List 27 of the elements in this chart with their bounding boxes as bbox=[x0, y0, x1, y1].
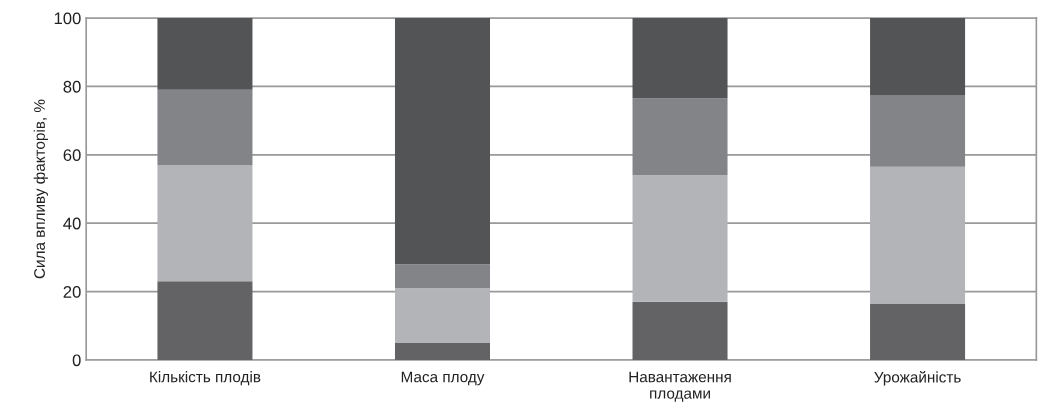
y-tick-label: 20 bbox=[63, 285, 81, 298]
bar bbox=[870, 18, 966, 95]
x-tick-label: Урожайність bbox=[874, 371, 961, 386]
bar bbox=[870, 303, 966, 360]
bar bbox=[632, 98, 728, 176]
bar bbox=[632, 18, 728, 99]
bar bbox=[394, 18, 490, 265]
bar bbox=[394, 342, 490, 360]
y-axis-title: Сила впливу факторів, % bbox=[33, 99, 48, 279]
bar bbox=[157, 165, 253, 282]
bar bbox=[632, 301, 728, 360]
y-tick-label: 60 bbox=[63, 149, 81, 162]
bar bbox=[157, 89, 253, 166]
x-tick-label: Кількість плодів bbox=[150, 371, 261, 386]
bar bbox=[870, 94, 966, 167]
y-tick-label: 40 bbox=[63, 217, 81, 230]
y-tick-label: 0 bbox=[72, 354, 81, 367]
bar bbox=[632, 175, 728, 302]
bar bbox=[394, 264, 490, 289]
bar bbox=[870, 166, 966, 304]
x-tick-label: Навантаження плодами bbox=[629, 371, 731, 402]
x-tick-label: Маса плоду bbox=[401, 371, 485, 386]
bar bbox=[157, 281, 253, 360]
y-tick-label: 100 bbox=[54, 12, 81, 25]
bar bbox=[394, 288, 490, 343]
bar bbox=[157, 18, 253, 90]
y-tick-label: 80 bbox=[63, 80, 81, 93]
